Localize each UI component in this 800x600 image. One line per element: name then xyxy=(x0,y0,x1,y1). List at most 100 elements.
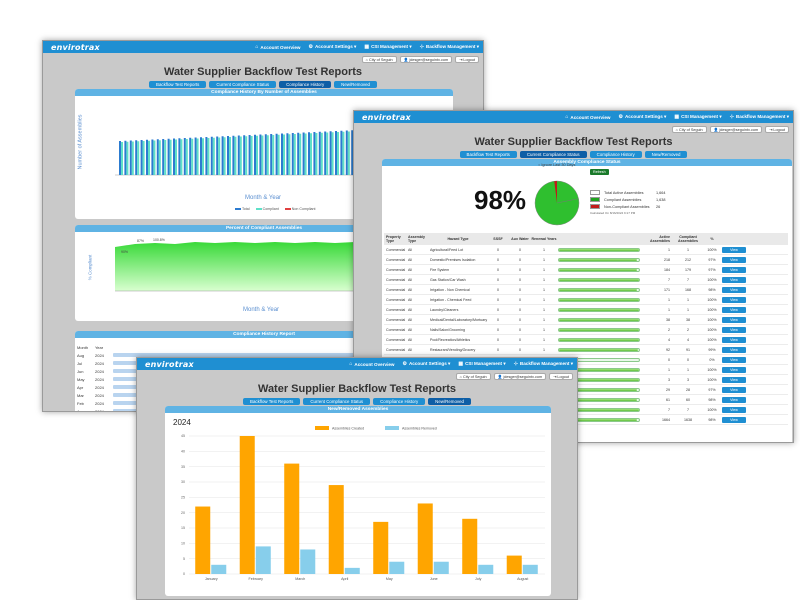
view-button[interactable]: View xyxy=(722,266,746,273)
nav-csi-management[interactable]: ▦ CSI Management ▾ xyxy=(458,361,505,367)
nav-label: Backflow Management ▾ xyxy=(735,114,789,119)
cell-compliant: 1 xyxy=(687,247,689,252)
tab-backflow-test-reports[interactable]: Backflow Test Reports xyxy=(243,398,301,405)
view-button[interactable]: View xyxy=(722,306,746,313)
x-axis-label: Month & Year xyxy=(245,195,282,201)
view-button[interactable]: View xyxy=(722,296,746,303)
envirotrax-logo[interactable]: envirotrax xyxy=(51,42,100,52)
user-email: jdesger@seguintx.com xyxy=(409,58,449,62)
top-nav-bar: envirotrax ⌂ Account Overview ⚙ Account Se… xyxy=(354,111,793,123)
legend-label: Assemblies Created xyxy=(332,427,364,431)
tab-backflow-test-reports[interactable]: Backflow Test Reports xyxy=(149,81,207,88)
tab-current-compliance-status[interactable]: Current Compliance Status xyxy=(209,81,277,88)
tab-compliance-history[interactable]: Compliance History xyxy=(589,151,642,158)
ignore-last-30-days-radio[interactable]: ○ Ignore Last 30 Days xyxy=(538,163,576,167)
city-selector[interactable]: ⌂ City of Seguin xyxy=(455,373,491,380)
view-button[interactable]: View xyxy=(722,416,746,423)
panel-title: Percent of Compliant Assemblies xyxy=(75,225,453,232)
envirotrax-logo[interactable]: envirotrax xyxy=(145,359,194,369)
view-button[interactable]: View xyxy=(722,346,746,353)
col-active-assemblies: Active Assemblies xyxy=(650,235,670,243)
panel-title: New/Removed Assemblies xyxy=(165,406,551,413)
view-button[interactable]: View xyxy=(722,286,746,293)
cell-hazard-type: Restaurant/Vending/Grocery xyxy=(430,347,476,352)
nav-backflow-management[interactable]: ⊹ Backflow Management ▾ xyxy=(420,44,479,50)
cell-assembly-type: All xyxy=(408,307,412,312)
nav-account-settings[interactable]: ⚙ Account Settings ▾ xyxy=(619,114,667,120)
cell-active: 4 xyxy=(668,337,670,342)
cell-property-type: Commercial xyxy=(386,327,406,332)
total-bar xyxy=(129,140,132,175)
total-bar xyxy=(335,131,337,175)
tab-backflow-test-reports[interactable]: Backflow Test Reports xyxy=(459,151,517,158)
view-button[interactable]: View xyxy=(722,326,746,333)
cell-percent: 98% xyxy=(708,287,716,292)
user-account[interactable]: 👤 jdesger@seguintx.com xyxy=(709,126,763,133)
city-selector[interactable]: ⌂ City of Seguin xyxy=(361,56,397,63)
cell-property-type: Commercial xyxy=(386,257,406,262)
table-row: Commercial All Pool/Recreation/Athletics 0 0… xyxy=(384,335,788,345)
view-button[interactable]: View xyxy=(722,276,746,283)
nav-csi-management[interactable]: ▦ CSI Management ▾ xyxy=(364,44,411,50)
nav-backflow-management[interactable]: ⊹ Backflow Management ▾ xyxy=(730,114,789,120)
nav-account-overview[interactable]: ⌂ Account Overview xyxy=(255,44,300,50)
user-account[interactable]: 👤 jdesger@seguintx.com xyxy=(493,373,547,380)
compliant-bar xyxy=(283,134,285,175)
compliant-bar xyxy=(137,141,140,175)
refresh-button[interactable]: Refresh xyxy=(590,169,609,175)
tab-current-compliance-status[interactable]: Current Compliance Status xyxy=(303,398,371,405)
user-account[interactable]: 👤 jdesger@seguintx.com xyxy=(399,56,453,63)
city-selector[interactable]: ⌂ City of Seguin xyxy=(671,126,707,133)
view-button[interactable]: View xyxy=(722,366,746,373)
cell-percent: 100% xyxy=(707,367,717,372)
nav-label: Account Overview xyxy=(570,114,611,120)
nav-account-settings[interactable]: ⚙ Account Settings ▾ xyxy=(403,361,451,367)
tab-current-compliance-status[interactable]: Current Compliance Status xyxy=(519,151,587,158)
compliant-bar xyxy=(126,141,129,175)
tab-new-removed[interactable]: New/Removed xyxy=(334,81,377,88)
cell-active: 184 xyxy=(664,267,670,272)
total-bar xyxy=(200,137,202,175)
view-button[interactable]: View xyxy=(722,396,746,403)
logout-button[interactable]: ⇥ Logout xyxy=(455,56,479,63)
view-button[interactable]: View xyxy=(722,356,746,363)
logout-button[interactable]: ⇥ Logout xyxy=(765,126,789,133)
cell-renewal-years: 1 xyxy=(543,307,545,312)
compliant-bar xyxy=(261,135,264,175)
compliant-bar xyxy=(158,140,161,175)
tab-new-removed[interactable]: New/Removed xyxy=(644,151,688,158)
view-button[interactable]: View xyxy=(722,246,746,253)
tab-compliance-history[interactable]: Compliance History xyxy=(373,398,426,405)
cell-year: 2024 xyxy=(95,400,104,406)
envirotrax-logo[interactable]: envirotrax xyxy=(362,112,411,122)
compliance-progress-bar xyxy=(558,287,640,292)
cell-percent: 100% xyxy=(707,317,717,322)
cell-compliant: 168 xyxy=(685,287,691,292)
nav-csi-management[interactable]: ▦ CSI Management ▾ xyxy=(674,114,721,120)
tab-new-removed[interactable]: New/Removed xyxy=(428,398,471,405)
total-bar xyxy=(259,134,262,175)
nav-account-overview[interactable]: ⌂ Account Overview xyxy=(349,361,394,367)
view-button[interactable]: View xyxy=(722,316,746,323)
nav-label: Account Settings ▾ xyxy=(314,44,357,49)
view-button[interactable]: View xyxy=(722,376,746,383)
view-button[interactable]: View xyxy=(722,386,746,393)
cell-property-type: Commercial xyxy=(386,307,406,312)
col-property-type: Property Type xyxy=(386,235,401,243)
view-button[interactable]: View xyxy=(722,336,746,343)
cell-renewal-years: 1 xyxy=(543,277,545,282)
cell-percent: 100% xyxy=(707,247,717,252)
compliant-bar xyxy=(196,138,199,175)
compliant-bar xyxy=(315,133,318,175)
compliant-bar xyxy=(304,133,307,175)
logout-button[interactable]: ⇥ Logout xyxy=(549,373,573,380)
total-bar xyxy=(162,139,165,175)
view-button[interactable]: View xyxy=(722,406,746,413)
nav-account-settings[interactable]: ⚙ Account Settings ▾ xyxy=(309,44,357,50)
tab-compliance-history[interactable]: Compliance History xyxy=(279,81,332,88)
network-icon: ⊹ xyxy=(419,44,424,50)
view-button[interactable]: View xyxy=(722,256,746,263)
table-row: 61 60 98% View xyxy=(384,395,788,405)
nav-backflow-management[interactable]: ⊹ Backflow Management ▾ xyxy=(514,361,573,367)
nav-account-overview[interactable]: ⌂ Account Overview xyxy=(565,114,610,120)
